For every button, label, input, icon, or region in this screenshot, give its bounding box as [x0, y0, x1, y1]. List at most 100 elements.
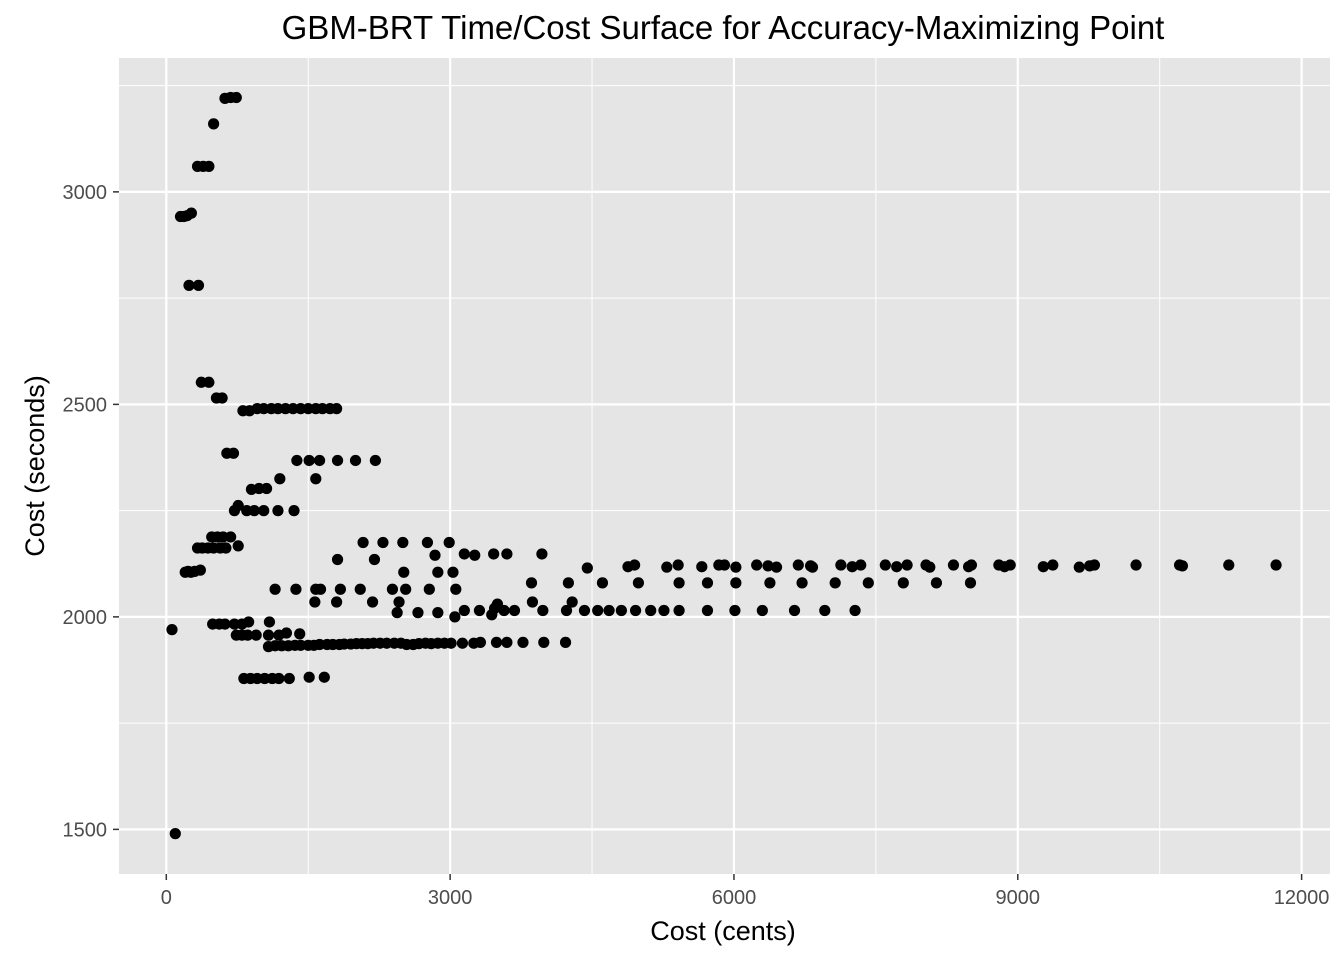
data-point: [581, 562, 593, 574]
data-point: [314, 583, 327, 595]
data-point: [290, 583, 302, 595]
data-point: [661, 561, 673, 573]
data-point: [262, 629, 275, 641]
data-point: [369, 454, 381, 467]
data-point: [770, 561, 783, 573]
y-tick-label: 3000: [63, 182, 108, 204]
data-point: [280, 627, 293, 639]
x-tick-label: 9000: [996, 887, 1041, 909]
data-point: [243, 616, 255, 628]
data-point: [1073, 561, 1085, 573]
data-point: [560, 604, 573, 617]
data-point: [449, 611, 461, 623]
data-point: [501, 548, 513, 560]
data-point: [538, 636, 550, 648]
data-point: [260, 482, 273, 495]
data-point: [730, 577, 742, 589]
data-point: [203, 160, 215, 172]
data-point: [855, 559, 867, 571]
data-point: [751, 559, 763, 571]
data-point: [901, 559, 913, 571]
data-point: [303, 454, 315, 467]
data-point: [829, 577, 841, 589]
data-point: [443, 536, 455, 549]
data-point: [632, 577, 645, 589]
data-point: [391, 607, 403, 619]
data-point: [232, 540, 244, 552]
data-point: [377, 536, 389, 549]
y-tick-label: 1500: [63, 819, 108, 841]
data-point: [491, 598, 504, 610]
data-point: [273, 672, 285, 685]
data-point: [965, 559, 978, 571]
data-point: [730, 561, 742, 573]
data-point: [398, 566, 410, 578]
data-point: [421, 536, 434, 549]
data-point: [429, 549, 441, 561]
data-point: [203, 376, 215, 388]
data-point: [445, 637, 457, 649]
data-point: [862, 577, 874, 589]
data-point: [508, 604, 521, 617]
data-point: [386, 583, 399, 595]
data-point: [393, 596, 405, 608]
data-point: [220, 542, 232, 554]
data-point: [490, 636, 503, 648]
data-point: [762, 560, 774, 572]
data-point: [701, 577, 714, 589]
data-points: [166, 91, 1282, 840]
data-point: [566, 596, 578, 608]
data-point: [947, 559, 960, 571]
data-point: [559, 636, 572, 648]
data-point: [458, 604, 470, 617]
data-point: [183, 279, 195, 291]
data-point: [756, 604, 768, 617]
data-point: [645, 604, 657, 617]
data-point: [964, 577, 977, 589]
data-point: [562, 577, 574, 589]
data-point: [450, 583, 462, 595]
data-point: [194, 564, 206, 576]
data-point: [536, 548, 548, 560]
data-point: [458, 548, 470, 560]
data-point: [879, 559, 891, 571]
data-point: [250, 629, 262, 641]
data-point: [1088, 559, 1101, 571]
data-point: [488, 548, 500, 560]
data-point: [263, 616, 276, 628]
data-point: [701, 604, 714, 617]
data-point: [432, 566, 444, 578]
data-point: [232, 499, 244, 512]
data-point: [432, 607, 444, 619]
data-point: [592, 604, 604, 617]
data-point: [310, 473, 322, 485]
data-point: [288, 505, 300, 517]
data-point: [331, 403, 343, 415]
data-point: [673, 577, 685, 589]
data-point: [248, 505, 260, 517]
data-point: [242, 629, 254, 641]
data-point: [208, 118, 220, 130]
data-point: [230, 91, 242, 104]
data-point: [366, 596, 379, 608]
data-point: [269, 583, 281, 595]
data-point: [525, 577, 538, 589]
data-point: [216, 392, 228, 404]
x-axis-title: Cost (cents): [650, 916, 796, 946]
data-point: [258, 505, 270, 517]
data-point: [672, 559, 684, 571]
data-point: [225, 531, 237, 543]
data-point: [849, 604, 861, 617]
data-point: [227, 447, 240, 459]
data-point: [274, 473, 286, 485]
data-point: [283, 672, 295, 685]
data-point: [303, 671, 315, 683]
major-grid: [119, 58, 1330, 874]
data-point: [294, 628, 306, 640]
data-point: [334, 583, 346, 595]
x-tick-label: 6000: [712, 887, 757, 909]
y-axis-ticks: 1500 2000 2500 3000: [63, 182, 119, 841]
data-point: [658, 604, 670, 617]
